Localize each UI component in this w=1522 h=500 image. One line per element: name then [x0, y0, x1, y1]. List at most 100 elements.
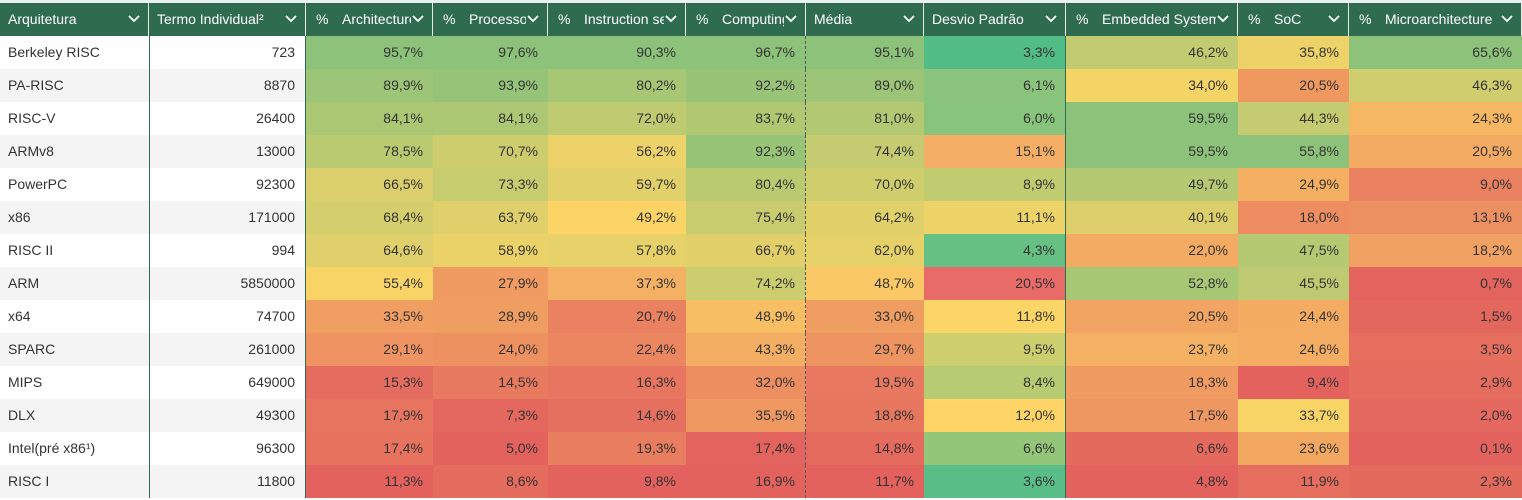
cell-computing: 92,2%: [686, 69, 806, 102]
cell-instruction: 90,3%: [548, 36, 686, 69]
cell-embedded: 40,1%: [1066, 201, 1238, 234]
cell-media: 74,4%: [806, 135, 924, 168]
cell-termo: 13000: [149, 135, 306, 168]
cell-termo: 649000: [149, 366, 306, 399]
column-header-processor[interactable]: % Processor: [433, 3, 548, 36]
cell-architecture: 11,3%: [306, 465, 433, 498]
percent-icon: %: [558, 11, 571, 27]
column-header-label: Computing: [722, 11, 784, 27]
cell-instruction: 80,2%: [548, 69, 686, 102]
column-header-label: Processor: [469, 11, 526, 27]
table-row: RISC II 994 64,6% 58,9% 57,8% 66,7% 62,0% 4,3% 2…: [0, 234, 1522, 267]
cell-processor: 97,6%: [433, 36, 548, 69]
percent-icon: %: [696, 11, 709, 27]
cell-embedded: 6,6%: [1066, 432, 1238, 465]
cell-architecture: 84,1%: [306, 102, 433, 135]
chevron-down-icon[interactable]: [1327, 3, 1341, 36]
cell-media: 48,7%: [806, 267, 924, 300]
column-header-embedded[interactable]: % Embedded System: [1066, 3, 1238, 36]
cell-micro: 0,7%: [1349, 267, 1522, 300]
cell-embedded: 52,8%: [1066, 267, 1238, 300]
chevron-down-icon[interactable]: [284, 3, 298, 36]
cell-arch: Berkeley RISC: [0, 36, 149, 69]
cell-termo: 5850000: [149, 267, 306, 300]
cell-termo: 261000: [149, 333, 306, 366]
chevron-down-icon[interactable]: [1500, 3, 1514, 36]
chevron-down-icon[interactable]: [902, 3, 916, 36]
cell-termo: 74700: [149, 300, 306, 333]
cell-desvio: 8,9%: [924, 168, 1066, 201]
table-row: RISC-V 26400 84,1% 84,1% 72,0% 83,7% 81,0% 6,0%…: [0, 102, 1522, 135]
cell-micro: 3,5%: [1349, 333, 1522, 366]
percent-icon: %: [1359, 11, 1372, 27]
cell-arch: PA-RISC: [0, 69, 149, 102]
cell-architecture: 68,4%: [306, 201, 433, 234]
cell-desvio: 6,6%: [924, 432, 1066, 465]
cell-soc: 24,4%: [1238, 300, 1349, 333]
cell-termo: 723: [149, 36, 306, 69]
cell-processor: 8,6%: [433, 465, 548, 498]
table-row: Berkeley RISC 723 95,7% 97,6% 90,3% 96,7% 95,1…: [0, 36, 1522, 69]
chevron-down-icon[interactable]: [526, 3, 540, 36]
cell-soc: 35,8%: [1238, 36, 1349, 69]
cell-processor: 70,7%: [433, 135, 548, 168]
cell-arch: ARMv8: [0, 135, 149, 168]
cell-media: 89,0%: [806, 69, 924, 102]
chevron-down-icon[interactable]: [127, 3, 141, 36]
cell-micro: 46,3%: [1349, 69, 1522, 102]
table-row: MIPS 649000 15,3% 14,5% 16,3% 32,0% 19,5% 8,4% 1…: [0, 366, 1522, 399]
cell-soc: 33,7%: [1238, 399, 1349, 432]
cell-micro: 0,1%: [1349, 432, 1522, 465]
cell-micro: 2,3%: [1349, 465, 1522, 498]
cell-computing: 16,9%: [686, 465, 806, 498]
cell-termo: 49300: [149, 399, 306, 432]
cell-media: 81,0%: [806, 102, 924, 135]
cell-termo: 96300: [149, 432, 306, 465]
cell-computing: 32,0%: [686, 366, 806, 399]
cell-computing: 43,3%: [686, 333, 806, 366]
cell-architecture: 17,9%: [306, 399, 433, 432]
column-header-termo[interactable]: Termo Individual²: [149, 3, 306, 36]
chevron-down-icon[interactable]: [411, 3, 425, 36]
column-header-desvio[interactable]: Desvio Padrão: [924, 3, 1066, 36]
cell-instruction: 37,3%: [548, 267, 686, 300]
column-header-arch[interactable]: Arquitetura: [0, 3, 149, 36]
cell-micro: 20,5%: [1349, 135, 1522, 168]
chevron-down-icon[interactable]: [664, 3, 678, 36]
cell-soc: 47,5%: [1238, 234, 1349, 267]
cell-embedded: 23,7%: [1066, 333, 1238, 366]
cell-embedded: 18,3%: [1066, 366, 1238, 399]
cell-processor: 7,3%: [433, 399, 548, 432]
cell-arch: Intel(pré x86¹): [0, 432, 149, 465]
percent-icon: %: [443, 11, 456, 27]
cell-computing: 17,4%: [686, 432, 806, 465]
cell-instruction: 19,3%: [548, 432, 686, 465]
chevron-down-icon[interactable]: [1044, 3, 1058, 36]
cell-desvio: 11,8%: [924, 300, 1066, 333]
column-header-label: Termo Individual²: [157, 11, 264, 27]
cell-computing: 48,9%: [686, 300, 806, 333]
cell-soc: 18,0%: [1238, 201, 1349, 234]
column-header-instruction[interactable]: % Instruction set: [548, 3, 686, 36]
cell-computing: 35,5%: [686, 399, 806, 432]
cell-computing: 66,7%: [686, 234, 806, 267]
column-header-micro[interactable]: % Microarchitecture: [1349, 3, 1522, 36]
column-header-media[interactable]: Média: [806, 3, 924, 36]
cell-soc: 11,9%: [1238, 465, 1349, 498]
cell-architecture: 78,5%: [306, 135, 433, 168]
cell-embedded: 22,0%: [1066, 234, 1238, 267]
cell-instruction: 9,8%: [548, 465, 686, 498]
cell-arch: x64: [0, 300, 149, 333]
column-header-computing[interactable]: % Computing: [686, 3, 806, 36]
column-header-soc[interactable]: % SoC: [1238, 3, 1349, 36]
table-row: x64 74700 33,5% 28,9% 20,7% 48,9% 33,0% 11,8% 20…: [0, 300, 1522, 333]
cell-architecture: 33,5%: [306, 300, 433, 333]
cell-termo: 171000: [149, 201, 306, 234]
column-header-architecture[interactable]: % Architecture: [306, 3, 433, 36]
cell-computing: 83,7%: [686, 102, 806, 135]
column-header-label: Arquitetura: [8, 11, 77, 27]
chevron-down-icon[interactable]: [784, 3, 798, 36]
cell-processor: 28,9%: [433, 300, 548, 333]
header-row: Arquitetura Termo Individual² % Architectur…: [0, 3, 1522, 36]
chevron-down-icon[interactable]: [1216, 3, 1230, 36]
